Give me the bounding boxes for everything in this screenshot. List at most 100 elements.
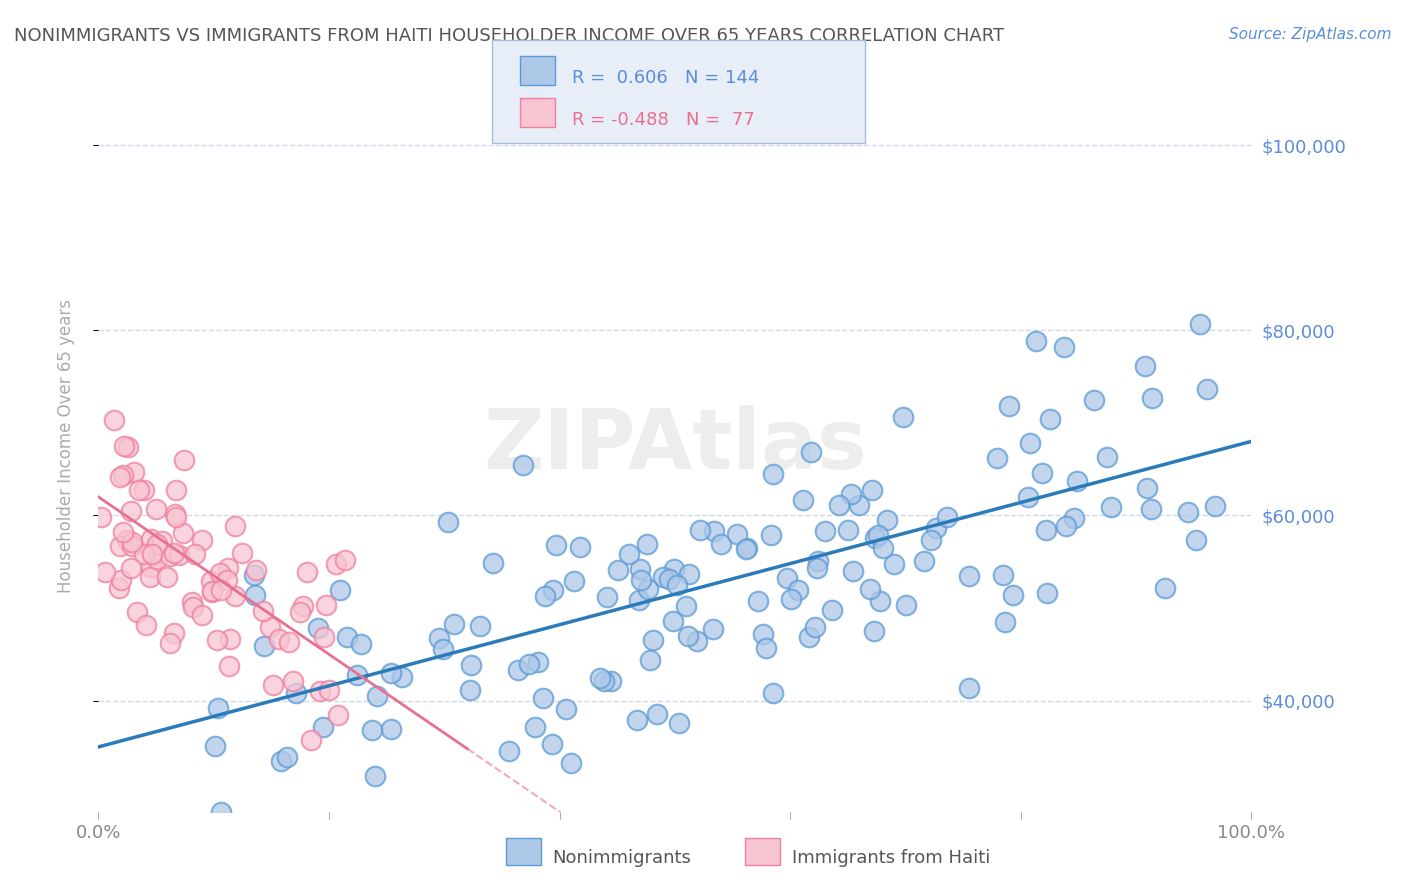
Point (139, 532, 162, 546)
Point (224, 590, 246, 604)
Point (872, 541, 894, 555)
Point (329, 582, 352, 597)
Point (1083, 392, 1105, 407)
Point (184, 547, 207, 561)
Point (957, 681, 980, 695)
Point (517, 657, 540, 671)
Point (281, 673, 304, 688)
Point (108, 470, 131, 484)
Point (606, 563, 628, 577)
Point (112, 439, 135, 453)
Point (361, 723, 384, 737)
Point (859, 582, 882, 596)
Point (309, 683, 332, 698)
Point (481, 556, 503, 570)
Point (1185, 533, 1208, 548)
Point (883, 558, 905, 572)
Point (1204, 499, 1226, 513)
Point (894, 598, 917, 612)
Point (346, 668, 368, 682)
Point (994, 615, 1017, 629)
Point (1099, 500, 1122, 515)
Text: ZIPAtlas: ZIPAtlas (482, 406, 868, 486)
Point (150, 534, 173, 549)
Point (1140, 391, 1163, 405)
Point (800, 445, 823, 459)
Point (252, 639, 274, 653)
Text: Immigrants from Haiti: Immigrants from Haiti (792, 849, 990, 867)
Point (458, 683, 481, 698)
Point (191, 533, 214, 548)
Point (111, 524, 134, 539)
Point (259, 619, 281, 633)
Point (595, 590, 617, 604)
Point (1177, 505, 1199, 519)
Point (997, 399, 1019, 413)
Point (589, 671, 612, 685)
Point (533, 589, 555, 603)
Point (437, 515, 460, 529)
Point (562, 574, 585, 589)
Point (112, 467, 135, 482)
Point (710, 537, 733, 551)
Point (689, 523, 711, 537)
Point (1063, 511, 1085, 525)
Point (555, 702, 578, 716)
Point (839, 487, 862, 501)
Point (427, 631, 450, 645)
Point (761, 528, 783, 542)
Point (312, 720, 335, 734)
Point (159, 635, 181, 649)
Point (128, 483, 150, 497)
Point (120, 503, 142, 517)
Point (325, 557, 347, 571)
Point (925, 521, 948, 535)
Point (181, 600, 204, 615)
Point (121, 539, 143, 553)
Point (121, 535, 143, 549)
Point (813, 524, 835, 538)
Point (1095, 450, 1118, 464)
Point (637, 582, 659, 596)
Point (141, 547, 163, 561)
Point (163, 507, 186, 521)
Point (668, 716, 690, 731)
Point (326, 707, 349, 722)
Point (1066, 475, 1088, 489)
Point (762, 686, 785, 700)
Point (807, 554, 830, 568)
Point (628, 593, 651, 607)
Point (159, 549, 181, 563)
Point (636, 536, 658, 550)
Point (315, 598, 337, 612)
Point (468, 619, 491, 633)
Point (678, 629, 700, 643)
Point (391, 670, 413, 684)
Point (912, 554, 935, 568)
Point (1056, 519, 1078, 533)
Point (593, 673, 616, 688)
Point (243, 568, 266, 582)
Point (122, 466, 145, 480)
Point (862, 624, 884, 638)
Point (146, 552, 169, 566)
Point (262, 678, 284, 692)
Point (135, 618, 157, 632)
Point (1019, 435, 1042, 450)
Point (735, 541, 758, 555)
Point (267, 632, 290, 646)
Point (1053, 340, 1076, 354)
Point (231, 546, 253, 560)
Point (541, 737, 564, 751)
Point (1025, 334, 1047, 348)
Point (751, 627, 773, 641)
Point (762, 467, 785, 481)
Point (107, 581, 129, 595)
Point (380, 723, 402, 737)
Point (312, 630, 335, 644)
Point (512, 458, 534, 472)
Point (201, 584, 224, 599)
Point (678, 566, 700, 581)
Point (163, 626, 186, 640)
Point (285, 686, 308, 700)
